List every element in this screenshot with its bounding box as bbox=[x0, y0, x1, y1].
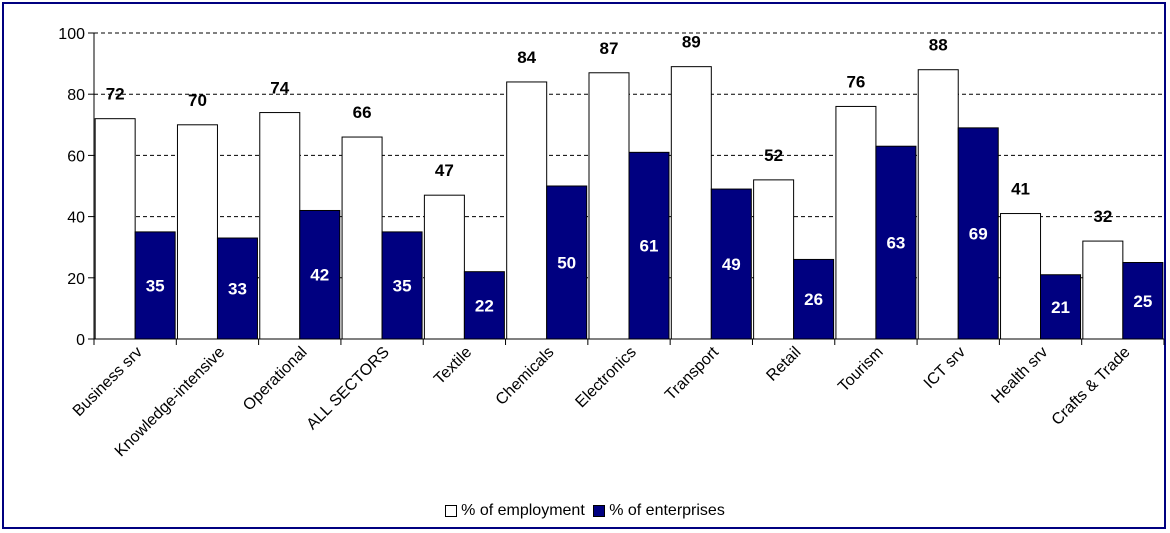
data-label-enterprises: 25 bbox=[1133, 292, 1152, 311]
y-tick-label: 20 bbox=[67, 271, 85, 288]
bar-employment bbox=[753, 179, 795, 340]
x-tick-label: Retail bbox=[763, 344, 804, 385]
data-label-employment: 84 bbox=[517, 48, 536, 67]
legend: % of employment % of enterprises bbox=[0, 502, 1170, 522]
bar-employment bbox=[423, 194, 465, 340]
bar-employment bbox=[506, 81, 548, 340]
data-label-employment: 74 bbox=[270, 79, 289, 98]
x-tick-label: Chemicals bbox=[493, 344, 558, 409]
data-label-enterprises: 35 bbox=[146, 276, 165, 295]
legend-swatch-enterprises bbox=[593, 505, 606, 517]
bar-employment bbox=[259, 112, 301, 340]
bar-employment bbox=[835, 105, 877, 340]
data-label-employment: 88 bbox=[929, 36, 948, 55]
bar-employment bbox=[917, 69, 959, 340]
x-tick-label: Transport bbox=[662, 343, 722, 403]
data-label-employment: 89 bbox=[682, 33, 701, 52]
x-tick-label: Textile bbox=[431, 344, 475, 388]
bar-enterprises bbox=[628, 151, 670, 340]
legend-item-enterprises: % of enterprises bbox=[593, 502, 725, 520]
bar-enterprises bbox=[299, 209, 341, 340]
bars bbox=[94, 66, 1164, 340]
data-label-enterprises: 22 bbox=[475, 296, 494, 315]
bar-employment bbox=[1082, 240, 1124, 340]
legend-label-employment: % of employment bbox=[461, 502, 585, 519]
bar-employment bbox=[94, 118, 136, 340]
x-tick-label: Electronics bbox=[572, 344, 639, 411]
x-tick-label: Tourism bbox=[835, 344, 887, 396]
x-tick-label: Business srv bbox=[70, 344, 146, 420]
bar-employment bbox=[588, 72, 630, 340]
data-label-enterprises: 35 bbox=[393, 276, 412, 295]
bar-employment bbox=[1000, 213, 1042, 340]
x-tick-label: Operational bbox=[240, 344, 311, 415]
bar-enterprises bbox=[875, 145, 917, 340]
data-label-enterprises: 42 bbox=[310, 266, 329, 285]
x-tick-label: Crafts & Trade bbox=[1049, 344, 1134, 429]
y-tick-label: 60 bbox=[67, 148, 85, 165]
bar-chart: 0 20 40 60 80 100 72 35 70 33 74 42 66 35 47 22 84 50 87 6… bbox=[58, 26, 1165, 460]
bar-employment bbox=[670, 66, 712, 340]
data-label-enterprises: 26 bbox=[804, 290, 823, 309]
data-label-employment: 87 bbox=[600, 39, 619, 58]
x-tick-label: ALL SECTORS bbox=[304, 344, 393, 433]
data-label-enterprises: 63 bbox=[886, 234, 905, 253]
legend-label-enterprises: % of enterprises bbox=[609, 502, 725, 519]
x-tick-label: ICT srv bbox=[921, 344, 969, 392]
data-labels: 72 35 70 33 74 42 66 35 47 22 84 50 87 61 89 49 52 26 76 63… bbox=[106, 33, 1153, 317]
bar-enterprises bbox=[546, 185, 588, 340]
data-label-employment: 76 bbox=[846, 72, 865, 91]
x-tick-label: Health srv bbox=[988, 344, 1051, 407]
bar-enterprises bbox=[957, 127, 999, 340]
data-label-employment: 70 bbox=[188, 91, 207, 110]
y-axis: 0 20 40 60 80 100 bbox=[58, 26, 95, 349]
bar-enterprises bbox=[216, 237, 258, 340]
bar-employment bbox=[341, 136, 383, 340]
data-label-employment: 47 bbox=[435, 161, 454, 180]
data-label-enterprises: 50 bbox=[557, 254, 576, 273]
bar-enterprises bbox=[793, 258, 835, 340]
data-label-enterprises: 33 bbox=[228, 280, 247, 299]
data-label-enterprises: 49 bbox=[722, 255, 741, 274]
y-tick-label: 40 bbox=[67, 210, 85, 227]
bar-enterprises bbox=[710, 188, 752, 340]
data-label-employment: 41 bbox=[1011, 180, 1030, 199]
legend-item-employment: % of employment bbox=[445, 502, 585, 520]
y-tick-label: 100 bbox=[58, 26, 85, 43]
legend-swatch-employment bbox=[445, 505, 458, 517]
data-label-employment: 66 bbox=[353, 103, 372, 122]
y-tick-label: 80 bbox=[67, 87, 85, 104]
data-label-employment: 72 bbox=[106, 85, 125, 104]
data-label-employment: 52 bbox=[764, 146, 783, 165]
bar-enterprises bbox=[134, 231, 176, 340]
data-label-enterprises: 21 bbox=[1051, 298, 1070, 317]
data-label-enterprises: 61 bbox=[640, 237, 659, 256]
data-label-employment: 32 bbox=[1093, 207, 1112, 226]
y-tick-label: 0 bbox=[76, 332, 85, 349]
bar-employment bbox=[176, 124, 218, 340]
data-label-enterprises: 69 bbox=[969, 224, 988, 243]
